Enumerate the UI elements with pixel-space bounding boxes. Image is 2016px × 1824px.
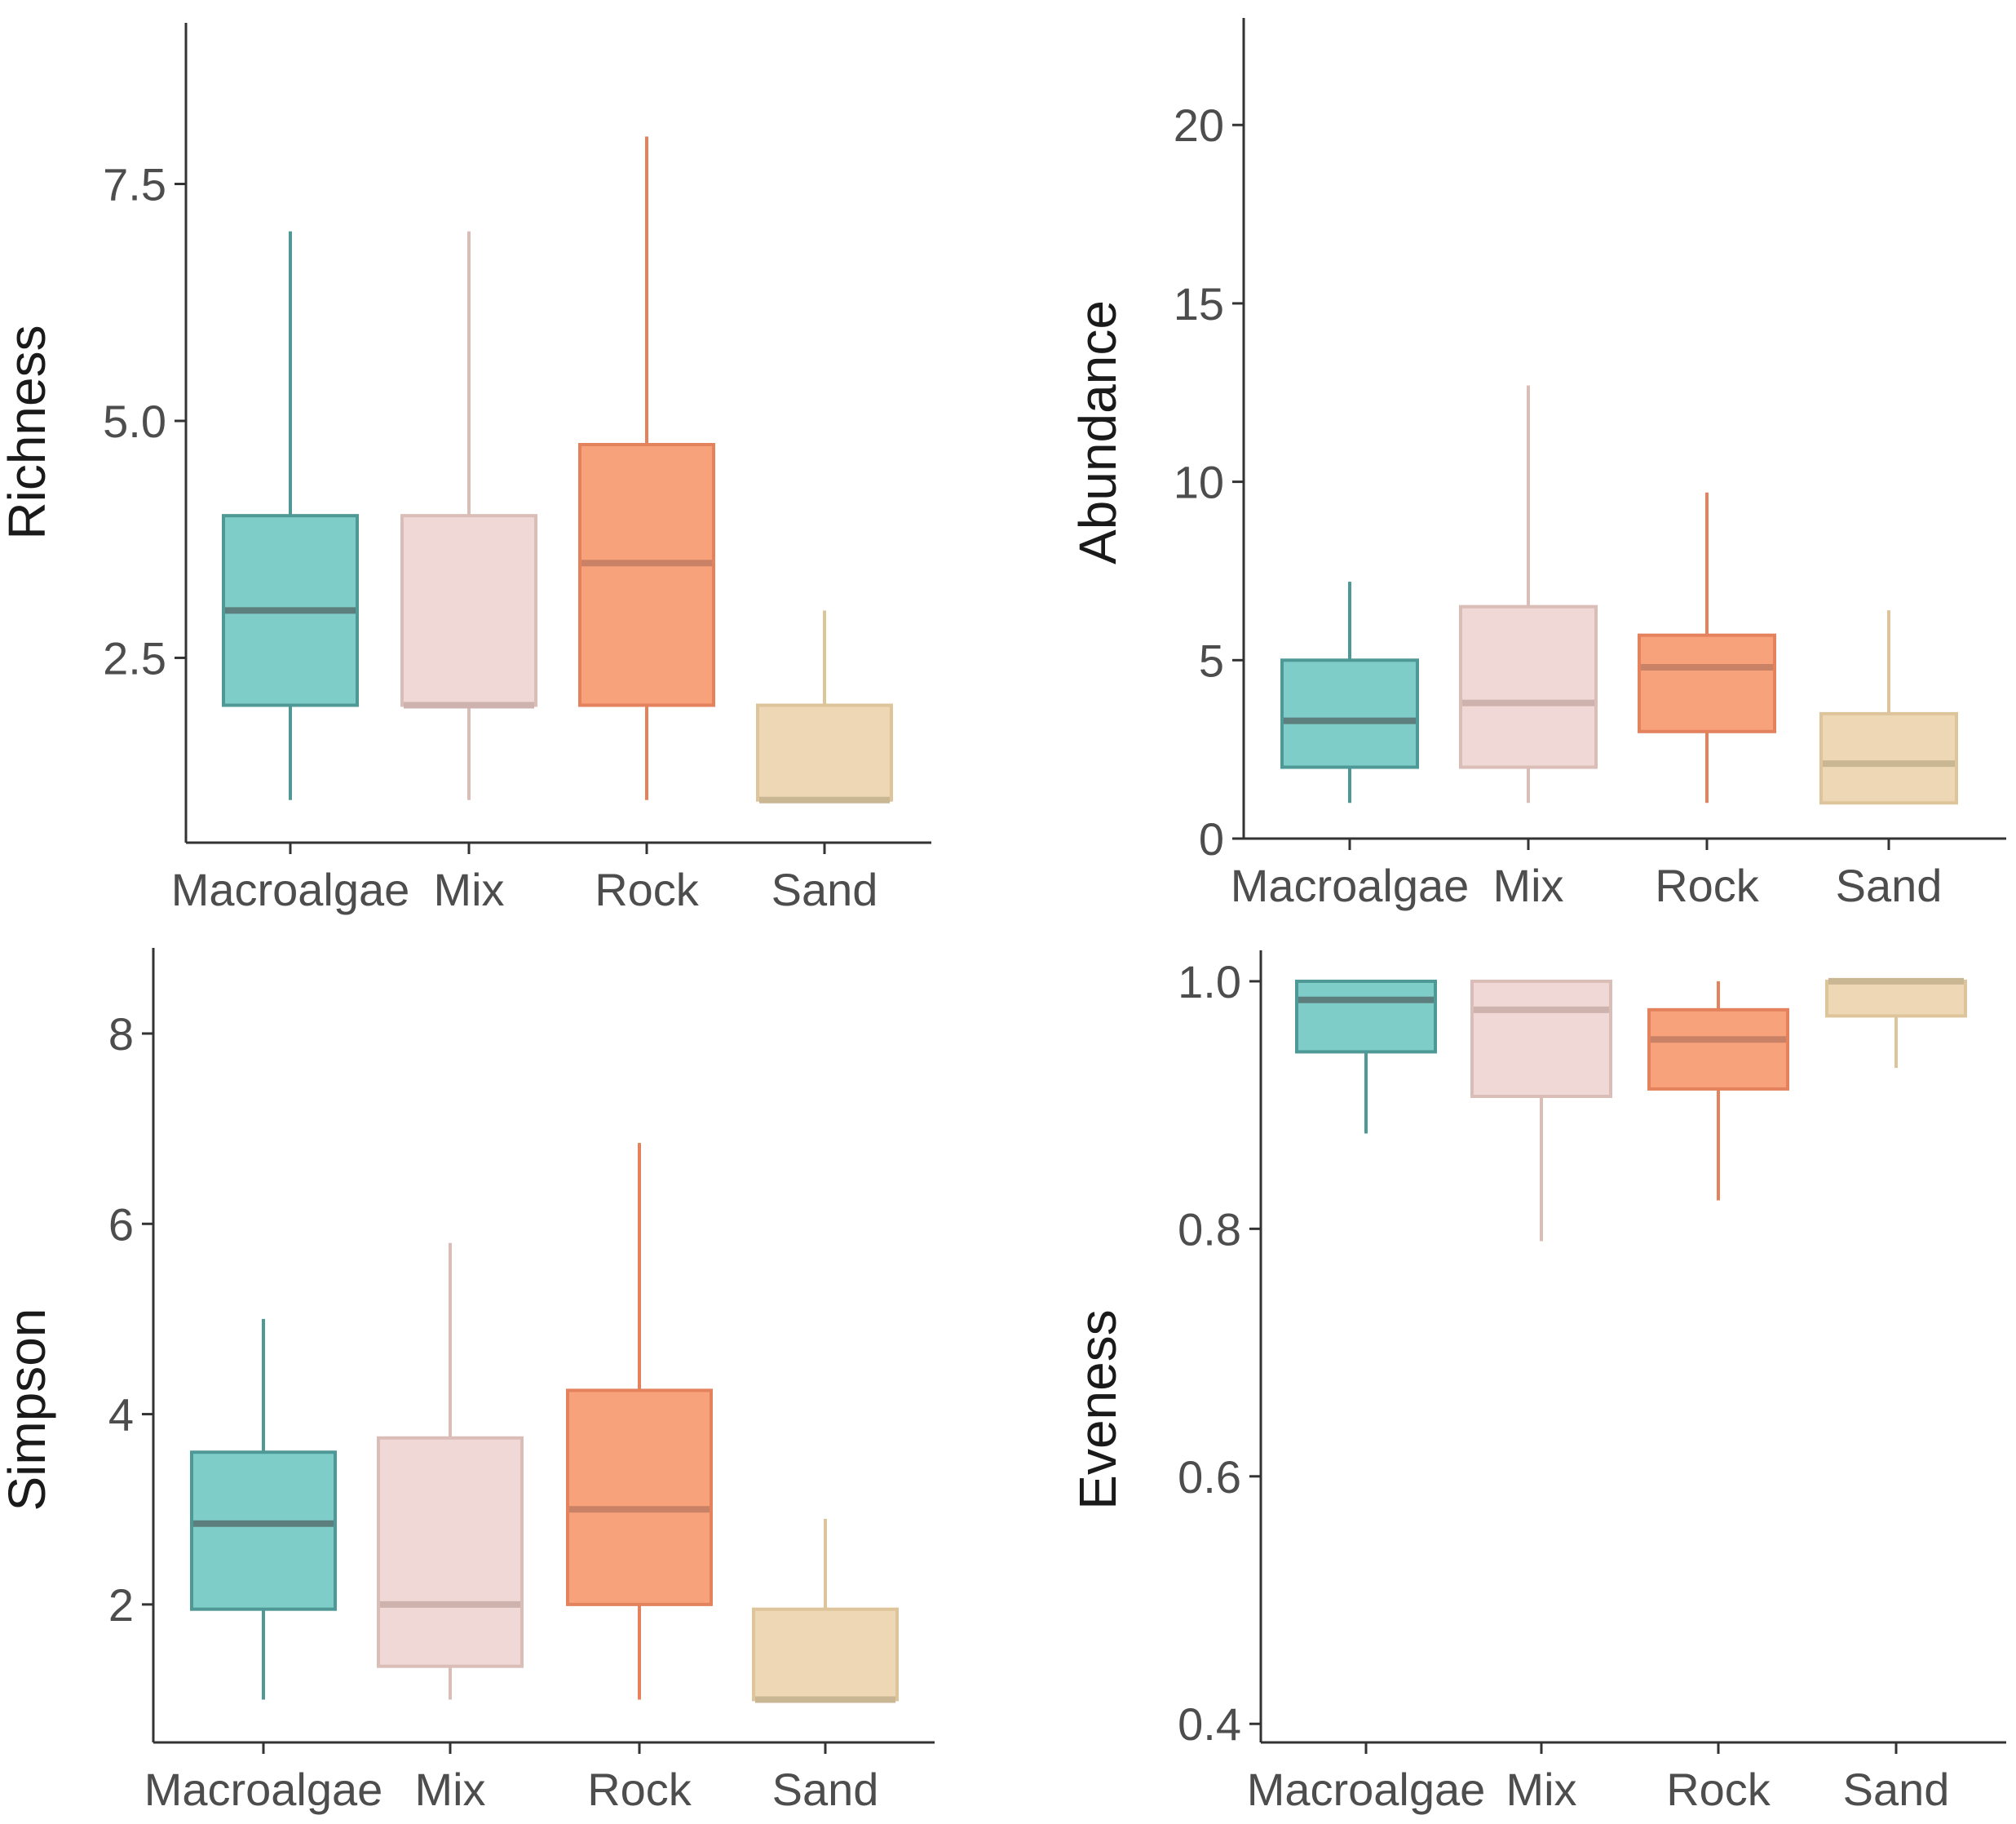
- simpson-x-tick-label-mix: Mix: [414, 1764, 485, 1815]
- eveness-x-tick-label-sand: Sand: [1843, 1764, 1950, 1815]
- richness-iqr-box-sand: [756, 703, 893, 802]
- simpson-box-macroalgae: [190, 1318, 337, 1700]
- simpson-box-rock: [566, 1143, 713, 1700]
- eveness-iqr-box-sand: [1825, 979, 1967, 1018]
- simpson-x-tick-label-rock: Rock: [587, 1764, 692, 1815]
- eveness-iqr-box-rock: [1647, 1007, 1789, 1091]
- panel-richness: 2.5 5.0 7.5 Richness Macroalgae Mix Rock Sand: [0, 23, 931, 915]
- eveness-y-tick-label: 1.0: [1178, 956, 1241, 1007]
- simpson-y-tick-label: 2: [108, 1579, 134, 1631]
- simpson-y-tick-label: 8: [108, 1008, 134, 1060]
- richness-box-rock: [578, 136, 715, 800]
- abundance-x-tick-label-mix: Mix: [1492, 860, 1563, 911]
- richness-x-tick-label-macroalgae: Macroalgae: [171, 864, 410, 915]
- simpson-y-tick-label: 4: [108, 1389, 134, 1441]
- eveness-x-tick-label-mix: Mix: [1505, 1764, 1576, 1815]
- abundance-iqr-box-rock: [1638, 633, 1776, 733]
- eveness-iqr-box-mix: [1470, 979, 1612, 1099]
- simpson-box-mix: [377, 1242, 524, 1700]
- richness-box-mix: [400, 231, 537, 800]
- abundance-iqr-box-macroalgae: [1280, 658, 1419, 769]
- richness-iqr-box-mix: [400, 514, 537, 707]
- simpson-box-sand: [752, 1518, 899, 1703]
- richness-y-tick-label: 5.0: [103, 396, 166, 447]
- simpson-iqr-box-rock: [566, 1388, 713, 1606]
- abundance-box-rock: [1638, 492, 1776, 804]
- abundance-iqr-box-mix: [1459, 604, 1598, 769]
- abundance-x-tick-label-sand: Sand: [1836, 860, 1943, 911]
- simpson-iqr-box-sand: [752, 1607, 899, 1702]
- abundance-y-tick-label: 10: [1174, 457, 1224, 508]
- richness-y-tick-label: 2.5: [103, 632, 166, 684]
- simpson-x-tick-label-macroalgae: Macroalgae: [144, 1764, 383, 1815]
- richness-box-macroalgae: [222, 231, 359, 800]
- eveness-axis-title: Eveness: [1068, 1309, 1127, 1509]
- abundance-y-tick-label: 15: [1174, 278, 1224, 330]
- abundance-y-tick-label: 20: [1174, 100, 1224, 151]
- richness-iqr-box-rock: [578, 443, 715, 707]
- simpson-iqr-box-macroalgae: [190, 1450, 337, 1611]
- eveness-x-tick-label-rock: Rock: [1666, 1764, 1771, 1815]
- simpson-iqr-box-mix: [377, 1436, 524, 1668]
- abundance-y-tick-label: 5: [1199, 635, 1224, 686]
- richness-x-tick-label-rock: Rock: [595, 864, 700, 915]
- eveness-y-tick-label: 0.8: [1178, 1203, 1241, 1255]
- panel-eveness: 0.4 0.6 0.8 1.0 Eveness Macroalgae Mix Rock Sand: [1068, 950, 2006, 1815]
- eveness-box-rock: [1647, 981, 1789, 1201]
- richness-box-sand: [756, 610, 893, 804]
- panel-simpson: 2 4 6 8 Simpson Macroalgae Mix Rock Sand: [0, 948, 935, 1815]
- abundance-x-tick-label-rock: Rock: [1655, 860, 1760, 911]
- abundance-box-sand: [1819, 610, 1958, 805]
- abundance-box-mix: [1459, 385, 1598, 804]
- richness-x-tick-label-sand: Sand: [771, 864, 878, 915]
- eveness-box-macroalgae: [1295, 979, 1437, 1134]
- abundance-iqr-box-sand: [1819, 711, 1958, 805]
- richness-axis-title: Richness: [0, 325, 56, 539]
- abundance-axis-title: Abundance: [1068, 300, 1127, 564]
- richness-x-tick-label-mix: Mix: [433, 864, 504, 915]
- simpson-y-tick-label: 6: [108, 1198, 134, 1250]
- richness-y-tick-label: 7.5: [103, 159, 166, 210]
- simpson-x-tick-label-sand: Sand: [772, 1764, 879, 1815]
- eveness-y-tick-label: 0.6: [1178, 1451, 1241, 1503]
- simpson-axis-title: Simpson: [0, 1308, 56, 1512]
- eveness-y-tick-label: 0.4: [1178, 1698, 1241, 1750]
- eveness-box-sand: [1825, 977, 1967, 1069]
- eveness-box-mix: [1470, 979, 1612, 1242]
- abundance-y-tick-label: 0: [1199, 813, 1224, 865]
- abundance-x-tick-label-macroalgae: Macroalgae: [1231, 860, 1470, 911]
- eveness-iqr-box-macroalgae: [1295, 979, 1437, 1054]
- eveness-x-tick-label-macroalgae: Macroalgae: [1247, 1764, 1486, 1815]
- abundance-box-macroalgae: [1280, 582, 1419, 804]
- panel-abundance: 0 5 10 15 20 Abundance Macroalgae Mix Rock Sand: [1068, 18, 2006, 911]
